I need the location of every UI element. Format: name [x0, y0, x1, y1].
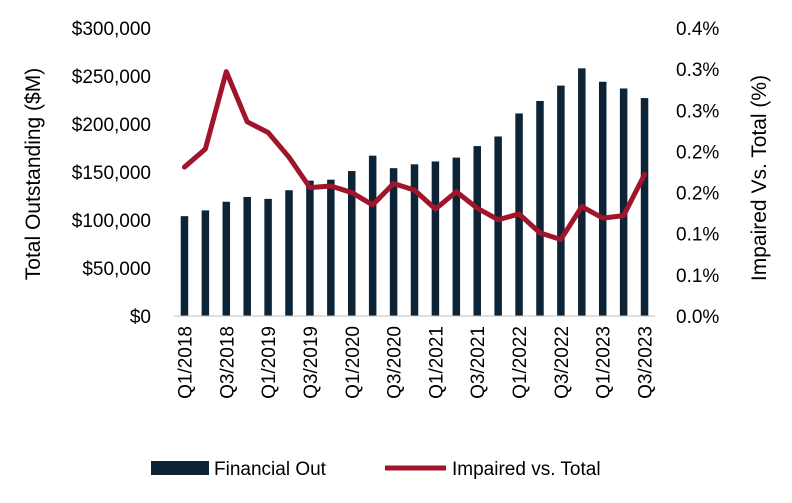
bar-q3-2019: [306, 180, 314, 316]
right-axis-ticks: 0.0% 0.1% 0.1% 0.2% 0.2% 0.3% 0.3% 0.4%: [676, 19, 719, 328]
left-axis-title: Total Outstanding ($M): [22, 68, 45, 280]
right-axis-title: Impaired Vs. Total (%): [748, 75, 771, 281]
bar-q4-2019: [327, 179, 335, 316]
bar-q2-2022: [536, 100, 544, 317]
x-tick-label: Q1/2021: [426, 326, 447, 399]
bar-q3-2018: [222, 201, 231, 316]
bar-q2-2019: [285, 190, 293, 316]
x-tick-label: Q1/2023: [594, 326, 615, 399]
right-tick-label: 0.3%: [676, 101, 719, 122]
bar-q3-2021: [473, 146, 481, 316]
bar-q4-2020: [410, 164, 419, 316]
right-tick-label: 0.2%: [676, 184, 719, 205]
left-axis-ticks: $0 $50,000 $100,000 $150,000 $200,000 $250,00…: [72, 19, 151, 328]
bar-q2-2023: [619, 88, 628, 316]
bar-q3-2023: [640, 98, 649, 316]
x-tick-label: Q3/2018: [217, 326, 238, 399]
left-tick-label: $300,000: [72, 19, 151, 40]
right-tick-label: 0.3%: [676, 60, 719, 81]
x-tick-label: Q1/2018: [176, 326, 197, 399]
right-tick-label: 0.4%: [676, 19, 719, 40]
right-tick-label: 0.2%: [676, 142, 719, 163]
x-tick-label: Q1/2020: [343, 326, 364, 399]
legend: Financial Out Impaired vs. Total: [151, 459, 601, 480]
bar-q1-2021: [431, 161, 440, 316]
right-tick-label: 0.1%: [676, 225, 719, 246]
x-tick-label: Q3/2020: [385, 326, 406, 399]
legend-label-impaired: Impaired vs. Total: [452, 459, 601, 480]
bar-q1-2023: [598, 81, 607, 316]
left-tick-label: $100,000: [72, 211, 151, 232]
bar-q3-2020: [389, 168, 398, 316]
x-tick-label: Q3/2023: [636, 326, 657, 399]
bar-q2-2021: [452, 157, 461, 316]
legend-swatch-financial-out: [151, 461, 209, 475]
bar-q3-2022: [557, 85, 565, 316]
right-tick-label: 0.0%: [676, 307, 719, 328]
right-tick-label: 0.1%: [676, 266, 719, 287]
x-tick-label: Q1/2019: [259, 326, 280, 399]
bar-q4-2018: [243, 196, 251, 316]
left-tick-label: $200,000: [72, 115, 151, 136]
bar-q1-2019: [264, 198, 272, 316]
x-tick-label: Q3/2021: [468, 326, 489, 399]
bar-q1-2020: [348, 171, 356, 316]
bar-q4-2021: [494, 136, 502, 316]
left-tick-label: $50,000: [82, 259, 151, 280]
line-series-group: [181, 69, 648, 242]
x-axis-ticks: Q1/2018 Q3/2018 Q1/2019 Q3/2019 Q1/2020 Q3/20…: [176, 326, 657, 399]
bar-q2-2020: [368, 155, 377, 316]
bar-q4-2022: [578, 68, 586, 316]
bar-q1-2018: [180, 216, 189, 316]
legend-label-financial-out: Financial Out: [214, 459, 327, 480]
x-tick-label: Q1/2022: [510, 326, 531, 399]
x-tick-label: Q3/2019: [301, 326, 322, 399]
x-tick-label: Q3/2022: [552, 326, 573, 399]
bar-q2-2018: [201, 210, 210, 316]
left-tick-label: $150,000: [72, 163, 151, 184]
left-tick-label: $250,000: [72, 67, 151, 88]
left-tick-label: $0: [130, 307, 151, 328]
